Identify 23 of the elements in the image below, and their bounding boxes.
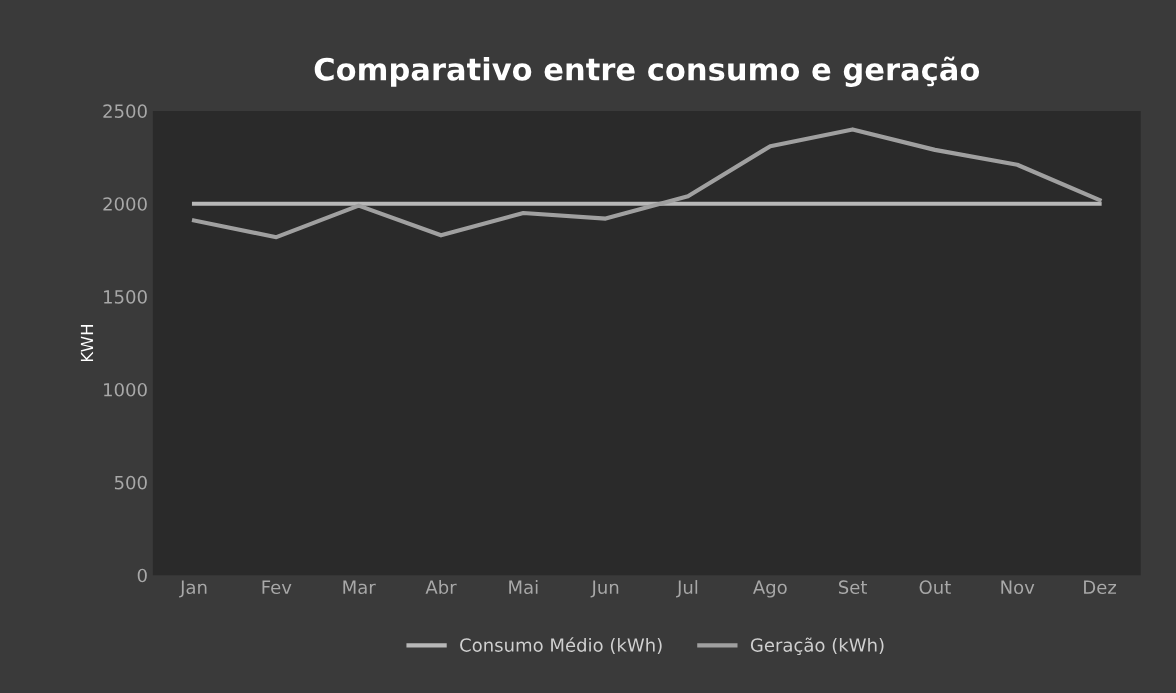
x-tick-label: Set xyxy=(838,580,867,595)
y-tick-label: 500 xyxy=(114,475,147,490)
x-tick-label: Abr xyxy=(425,580,457,595)
y-tick-label: 1500 xyxy=(104,290,147,304)
y-tick-label: 0 xyxy=(137,568,147,583)
y-tick-label: 1000 xyxy=(104,382,147,397)
x-tick-label: Fev xyxy=(262,580,292,595)
x-tick-label: Mai xyxy=(509,580,538,595)
x-tick-label: Dez xyxy=(1084,580,1117,595)
chart-title: Comparativo entre consumo e geração xyxy=(314,56,980,87)
x-tick-label: Nov xyxy=(1001,580,1035,595)
y-axis-title: KWH xyxy=(80,325,94,362)
x-tick-label: Jan xyxy=(179,580,207,598)
x-tick-label: Jun xyxy=(590,580,619,598)
y-tick-label: 2500 xyxy=(103,104,147,118)
x-tick-label: Mar xyxy=(343,580,376,595)
legend-label: Geração (kWh) xyxy=(750,637,884,656)
y-tick-label: 2000 xyxy=(103,197,147,211)
x-tick-label: Jul xyxy=(676,580,698,598)
line-series xyxy=(191,127,1102,240)
legend-label: Consumo Médio (kWh) xyxy=(460,637,662,655)
x-tick-label: Out xyxy=(919,580,951,595)
x-tick-label: Ago xyxy=(752,580,787,598)
